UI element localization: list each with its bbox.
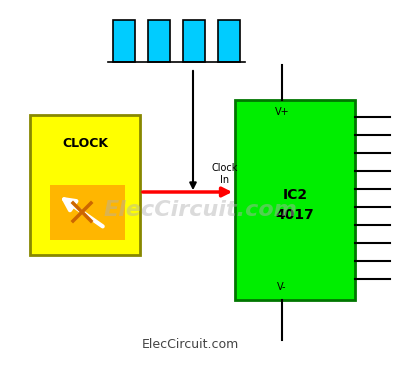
Bar	[183, 20, 205, 62]
Text: ElecCircuit.com: ElecCircuit.com	[141, 338, 239, 352]
Bar	[50, 185, 125, 240]
Bar	[218, 20, 240, 62]
Bar	[30, 115, 140, 255]
Bar	[113, 20, 135, 62]
Text: IC2: IC2	[282, 188, 308, 202]
Text: ElecCircuit.com: ElecCircuit.com	[103, 200, 297, 220]
Text: V-: V-	[277, 282, 287, 292]
Bar	[148, 20, 170, 62]
Text: 4017: 4017	[276, 208, 314, 222]
Text: V+: V+	[275, 107, 289, 117]
Bar	[235, 100, 355, 300]
Text: CLOCK: CLOCK	[62, 137, 108, 150]
Text: Clock
In: Clock In	[212, 163, 238, 185]
